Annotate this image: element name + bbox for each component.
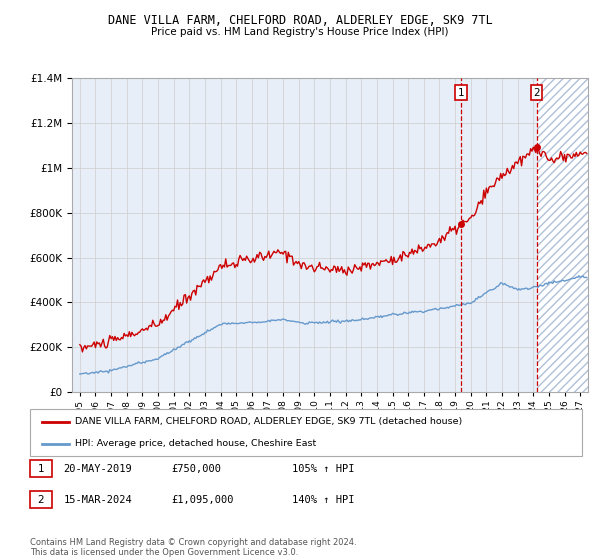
Text: Price paid vs. HM Land Registry's House Price Index (HPI): Price paid vs. HM Land Registry's House … bbox=[151, 27, 449, 37]
Text: 20-MAY-2019: 20-MAY-2019 bbox=[64, 464, 133, 474]
Text: £1,095,000: £1,095,000 bbox=[172, 494, 234, 505]
Bar bbox=[536, 78, 588, 392]
Bar bbox=[536, 78, 588, 392]
Text: 1: 1 bbox=[458, 88, 464, 98]
Text: Contains HM Land Registry data © Crown copyright and database right 2024.
This d: Contains HM Land Registry data © Crown c… bbox=[30, 538, 356, 557]
Text: DANE VILLA FARM, CHELFORD ROAD, ALDERLEY EDGE, SK9 7TL (detached house): DANE VILLA FARM, CHELFORD ROAD, ALDERLEY… bbox=[75, 417, 462, 426]
Text: DANE VILLA FARM, CHELFORD ROAD, ALDERLEY EDGE, SK9 7TL: DANE VILLA FARM, CHELFORD ROAD, ALDERLEY… bbox=[107, 14, 493, 27]
Text: £750,000: £750,000 bbox=[172, 464, 221, 474]
Text: 105% ↑ HPI: 105% ↑ HPI bbox=[292, 464, 354, 474]
Text: 15-MAR-2024: 15-MAR-2024 bbox=[64, 494, 133, 505]
Text: 140% ↑ HPI: 140% ↑ HPI bbox=[292, 494, 354, 505]
Text: 2: 2 bbox=[533, 88, 540, 98]
Text: 1: 1 bbox=[37, 464, 44, 474]
Text: HPI: Average price, detached house, Cheshire East: HPI: Average price, detached house, Ches… bbox=[75, 439, 316, 448]
Text: 2: 2 bbox=[37, 494, 44, 505]
